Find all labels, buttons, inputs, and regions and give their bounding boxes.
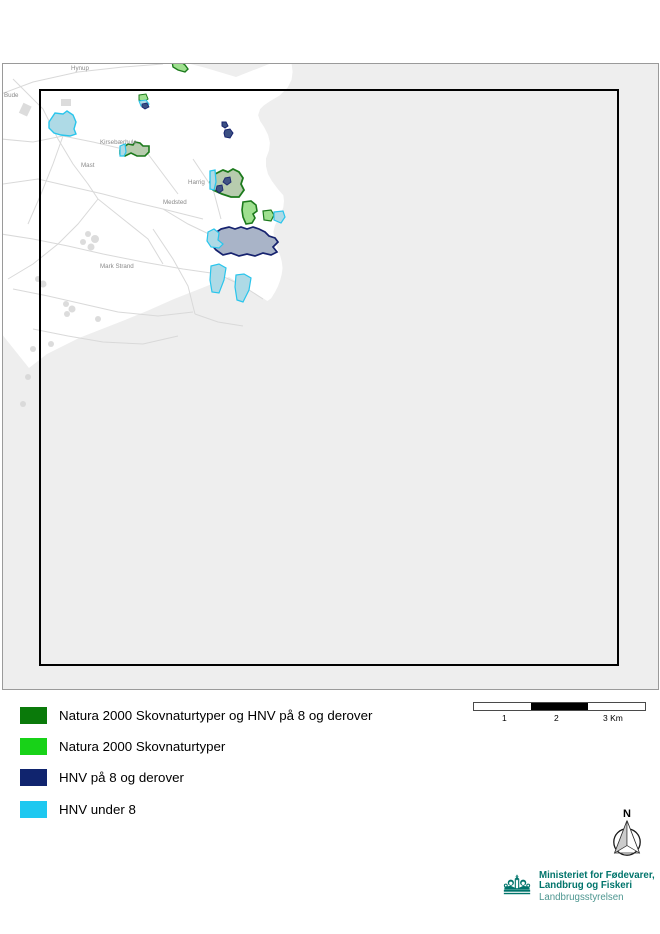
svg-text:N: N — [623, 808, 631, 820]
svg-text:Hynup: Hynup — [71, 65, 89, 72]
svg-text:Bude: Bude — [4, 92, 19, 99]
